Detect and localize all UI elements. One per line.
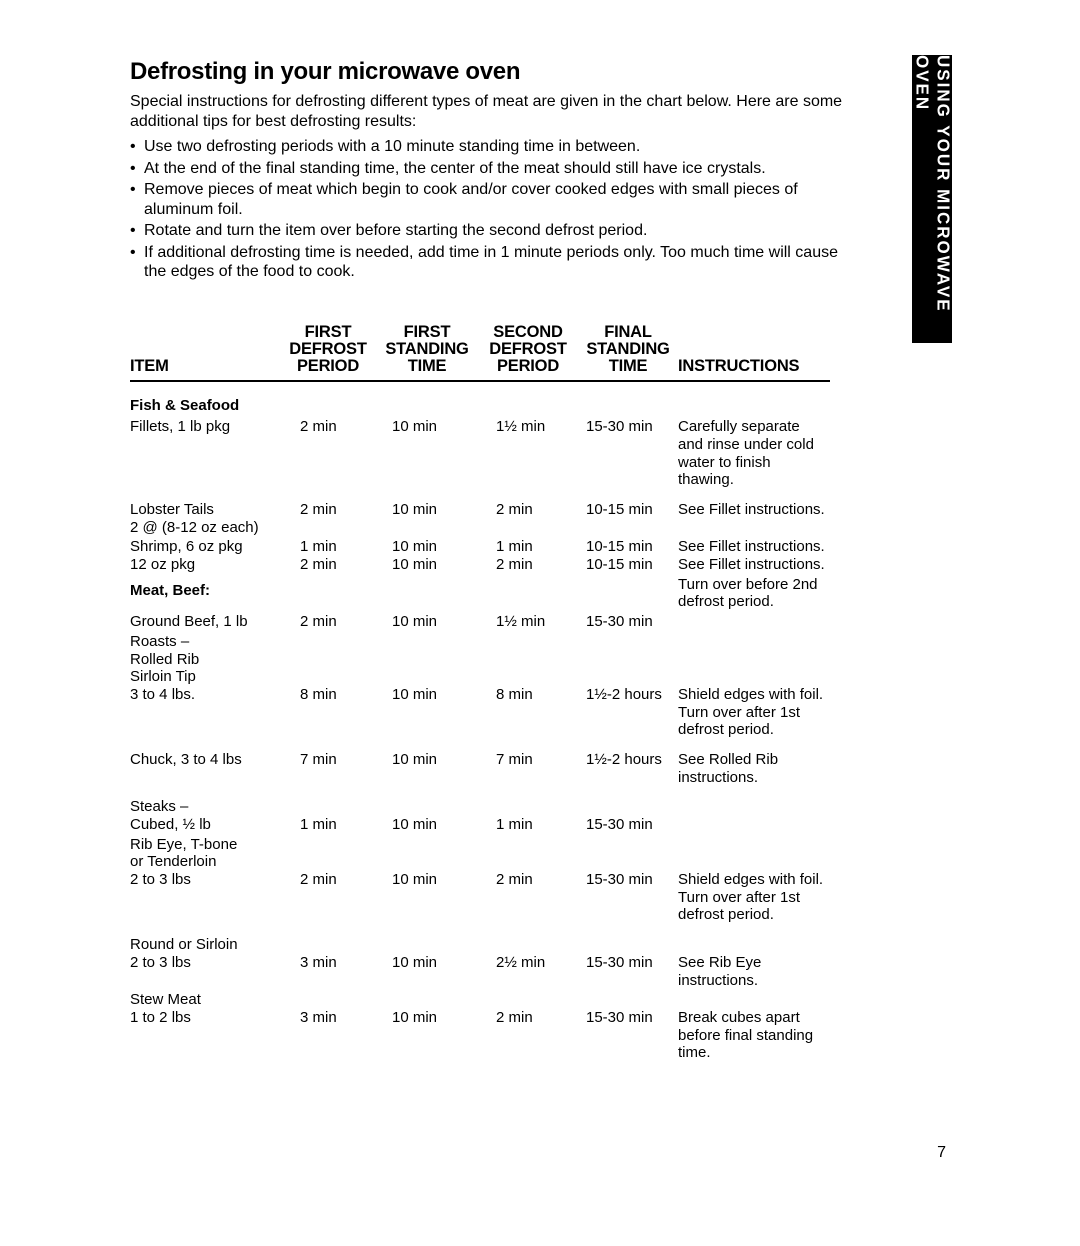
cell-second: 1½ min [478, 418, 578, 436]
cell-second: 8 min [478, 633, 578, 704]
cell-first: 3 min [280, 991, 376, 1026]
cell-item: Ground Beef, 1 lb [130, 613, 280, 631]
cell-item: Lobster Tails 2 @ (8-12 oz each) [130, 501, 280, 536]
cell-item: Fillets, 1 lb pkg [130, 418, 280, 436]
col-first: FIRST DEFROST PERIOD [280, 324, 376, 376]
col-item: ITEM [130, 358, 280, 375]
table-row: Shrimp, 6 oz pkg 12 oz pkg1 min 2 min10 … [130, 537, 830, 574]
cell-stand1: 10 min [376, 418, 478, 436]
cell-final: 15-30 min [578, 798, 678, 833]
cell-item: Roasts – Rolled Rib Sirloin Tip 3 to 4 l… [130, 633, 280, 704]
cell-second: 2 min [478, 501, 578, 519]
table-row: Rib Eye, T-bone or Tenderloin 2 to 3 lbs… [130, 835, 830, 925]
page-title: Defrosting in your microwave oven [130, 58, 950, 86]
cell-stand1: 10 min [376, 613, 478, 631]
cell-instr: See Rolled Rib instructions. [678, 751, 830, 786]
cell-instr: Turn over before 2nd defrost period. [678, 576, 830, 611]
cell-second: 7 min [478, 751, 578, 769]
cell-final: 15-30 min [578, 418, 678, 436]
cell-second: 1 min 2 min [478, 538, 578, 573]
table-row: Fillets, 1 lb pkg2 min10 min1½ min15-30 … [130, 417, 830, 490]
cell-first: 8 min [280, 633, 376, 704]
cell-final: 15-30 min [578, 991, 678, 1026]
cell-second: 2 min [478, 991, 578, 1026]
cell-first: 3 min [280, 936, 376, 971]
table-row: Steaks – Cubed, ½ lb 1 min 10 min 1 min … [130, 797, 830, 834]
section-header-label: Meat, Beef: [130, 576, 280, 602]
cell-second: 1½ min [478, 613, 578, 631]
defrost-table: ITEM FIRST DEFROST PERIOD FIRST STANDING… [130, 324, 830, 1063]
cell-final: 15-30 min [578, 836, 678, 889]
cell-item: Stew Meat 1 to 2 lbs [130, 991, 280, 1026]
cell-stand1: 10 min [376, 633, 478, 704]
cell-instr: See Fillet instructions. [678, 501, 830, 519]
cell-item: Steaks – Cubed, ½ lb [130, 798, 280, 833]
tip-item: At the end of the final standing time, t… [130, 159, 850, 179]
tip-item: Rotate and turn the item over before sta… [130, 221, 850, 241]
side-tab: USING YOUR MICROWAVE OVEN [912, 55, 952, 343]
cell-instr: See Fillet instructions. See Fillet inst… [678, 538, 830, 573]
tip-item: Remove pieces of meat which begin to coo… [130, 180, 850, 219]
cell-instr: Shield edges with foil. Turn over after … [678, 836, 830, 924]
cell-first: 2 min [280, 836, 376, 889]
cell-final: 10-15 min [578, 501, 678, 519]
cell-instr: Carefully separate and rinse under cold … [678, 418, 830, 489]
table-row: Ground Beef, 1 lb2 min10 min1½ min15-30 … [130, 612, 830, 632]
cell-stand1: 10 min [376, 936, 478, 971]
side-tab-label: USING YOUR MICROWAVE OVEN [911, 55, 953, 343]
tip-item: If additional defrosting time is needed,… [130, 243, 850, 282]
cell-stand1: 10 min [376, 991, 478, 1026]
cell-item: Round or Sirloin 2 to 3 lbs [130, 936, 280, 971]
cell-final: 1½-2 hours [578, 633, 678, 704]
tips-list: Use two defrosting periods with a 10 min… [130, 137, 850, 282]
col-stand1: FIRST STANDING TIME [376, 324, 478, 376]
table-row: Stew Meat 1 to 2 lbs 3 min 10 min 2 min … [130, 990, 830, 1063]
table-section-header: Fish & Seafood [130, 390, 830, 418]
cell-second: 2½ min [478, 936, 578, 971]
cell-first: 2 min [280, 501, 376, 519]
cell-first: 1 min 2 min [280, 538, 376, 573]
cell-instr: Break cubes apart before final standing … [678, 991, 830, 1062]
intro-paragraph: Special instructions for defrosting diff… [130, 92, 850, 131]
page-number: 7 [937, 1144, 946, 1162]
cell-final: 10-15 min 10-15 min [578, 538, 678, 573]
cell-first: 2 min [280, 418, 376, 436]
cell-stand1: 10 min [376, 751, 478, 769]
cell-stand1: 10 min [376, 501, 478, 519]
cell-first: 2 min [280, 613, 376, 631]
cell-first: 1 min [280, 798, 376, 833]
cell-second: 1 min [478, 798, 578, 833]
table-body: Fish & SeafoodFillets, 1 lb pkg2 min10 m… [130, 382, 830, 1063]
section-header-label: Fish & Seafood [130, 391, 280, 417]
table-row: Roasts – Rolled Rib Sirloin Tip 3 to 4 l… [130, 632, 830, 740]
cell-stand1: 10 min [376, 836, 478, 889]
manual-page: USING YOUR MICROWAVE OVEN Defrosting in … [0, 0, 1080, 1246]
table-section-header: Meat, Beef: Turn over before 2nd defrost … [130, 575, 830, 612]
cell-stand1: 10 min [376, 798, 478, 833]
col-instr: INSTRUCTIONS [678, 358, 830, 375]
cell-second: 2 min [478, 836, 578, 889]
col-final: FINAL STANDING TIME [578, 324, 678, 376]
cell-stand1: 10 min 10 min [376, 538, 478, 573]
cell-first: 7 min [280, 751, 376, 769]
table-row: Chuck, 3 to 4 lbs7 min10 min7 min1½-2 ho… [130, 750, 830, 787]
table-row: Lobster Tails 2 @ (8-12 oz each)2 min10 … [130, 500, 830, 537]
table-header-row: ITEM FIRST DEFROST PERIOD FIRST STANDING… [130, 324, 830, 382]
cell-instr: See Rib Eye instructions. [678, 936, 830, 989]
cell-item: Chuck, 3 to 4 lbs [130, 751, 280, 769]
cell-instr: Shield edges with foil. Turn over after … [678, 633, 830, 739]
cell-item: Rib Eye, T-bone or Tenderloin 2 to 3 lbs [130, 836, 280, 889]
tip-item: Use two defrosting periods with a 10 min… [130, 137, 850, 157]
cell-final: 1½-2 hours [578, 751, 678, 769]
table-row: Round or Sirloin 2 to 3 lbs 3 min 10 min… [130, 935, 830, 990]
cell-final: 15-30 min [578, 936, 678, 971]
cell-item: Shrimp, 6 oz pkg 12 oz pkg [130, 538, 280, 573]
cell-final: 15-30 min [578, 613, 678, 631]
col-second: SECOND DEFROST PERIOD [478, 324, 578, 376]
